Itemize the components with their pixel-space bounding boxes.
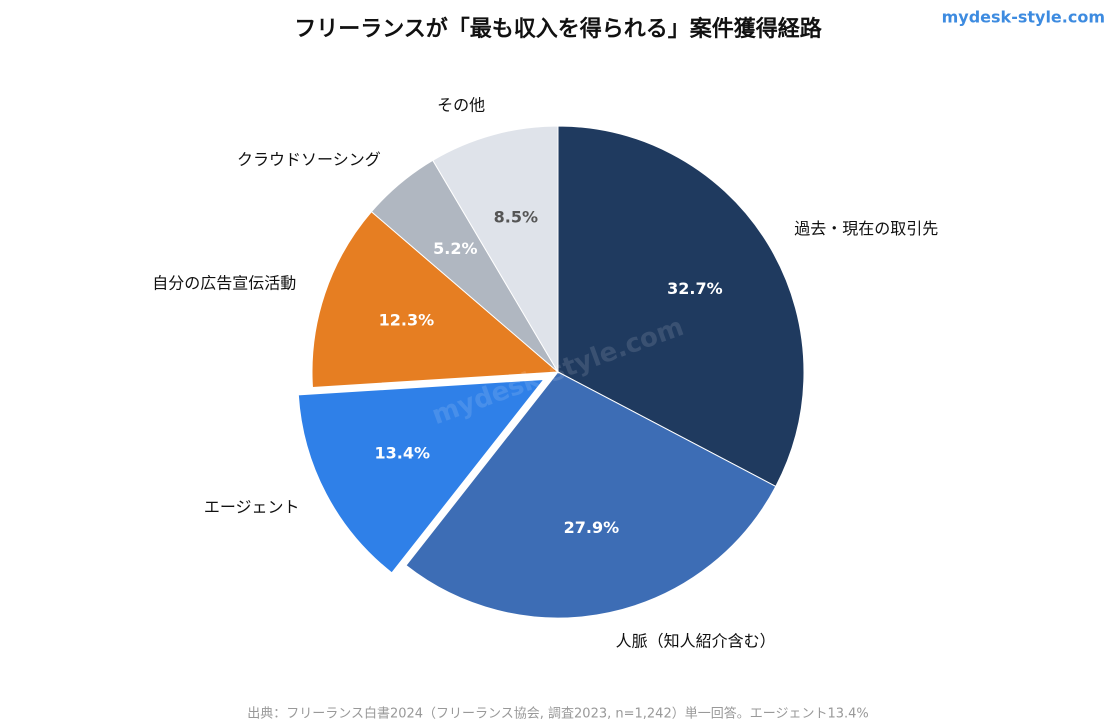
source-note: 出典：フリーランス白書2024（フリーランス協会, 調査2023, n=1,24… — [247, 706, 869, 722]
watermark: mydesk-style.com — [942, 8, 1105, 27]
category-label: その他 — [437, 95, 485, 114]
pie-slice — [311, 210, 560, 388]
category-label: エージェント — [204, 497, 300, 516]
chart-title: フリーランスが「最も収入を得られる」案件獲得経路 — [294, 16, 823, 42]
value-label: 27.9% — [564, 518, 620, 537]
value-label: 32.7% — [667, 279, 723, 298]
category-label: クラウドソーシング — [237, 150, 381, 169]
value-label: 13.4% — [375, 443, 431, 462]
value-label: 12.3% — [379, 311, 435, 330]
pie-slice — [432, 125, 559, 374]
pie-slice — [557, 125, 805, 488]
category-label: 自分の広告宣伝活動 — [152, 274, 296, 293]
category-label: 人脈（知人紹介含む） — [616, 631, 776, 650]
category-label: 過去・現在の取引先 — [794, 219, 938, 238]
pie-slice — [405, 371, 777, 619]
value-label: 8.5% — [494, 207, 538, 226]
value-label: 5.2% — [433, 239, 477, 258]
pie-slice — [297, 378, 545, 574]
